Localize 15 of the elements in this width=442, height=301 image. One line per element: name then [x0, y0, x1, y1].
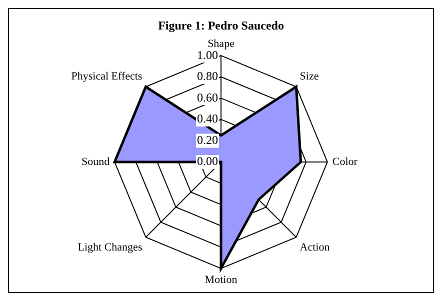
spoke-label: Size — [300, 70, 319, 83]
spoke-label: Color — [332, 156, 358, 168]
chart-title: Figure 1: Pedro Saucedo — [158, 18, 284, 32]
y-tick-label: 0.40 — [197, 112, 218, 126]
y-tick-label: 0.60 — [197, 90, 218, 104]
spoke-label: Sound — [81, 156, 110, 168]
spoke-label: Action — [300, 241, 330, 254]
spoke-label: Motion — [204, 274, 238, 286]
spoke-label: Shape — [208, 38, 235, 50]
spoke-label: Physical Effects — [71, 70, 142, 83]
spoke-label: Light Changes — [78, 241, 142, 254]
y-tick-label: 0.80 — [197, 69, 218, 84]
y-tick-label: 0.20 — [197, 132, 218, 147]
y-tick-label: 1.00 — [197, 48, 218, 62]
y-tick-label: 0.00 — [197, 154, 218, 168]
